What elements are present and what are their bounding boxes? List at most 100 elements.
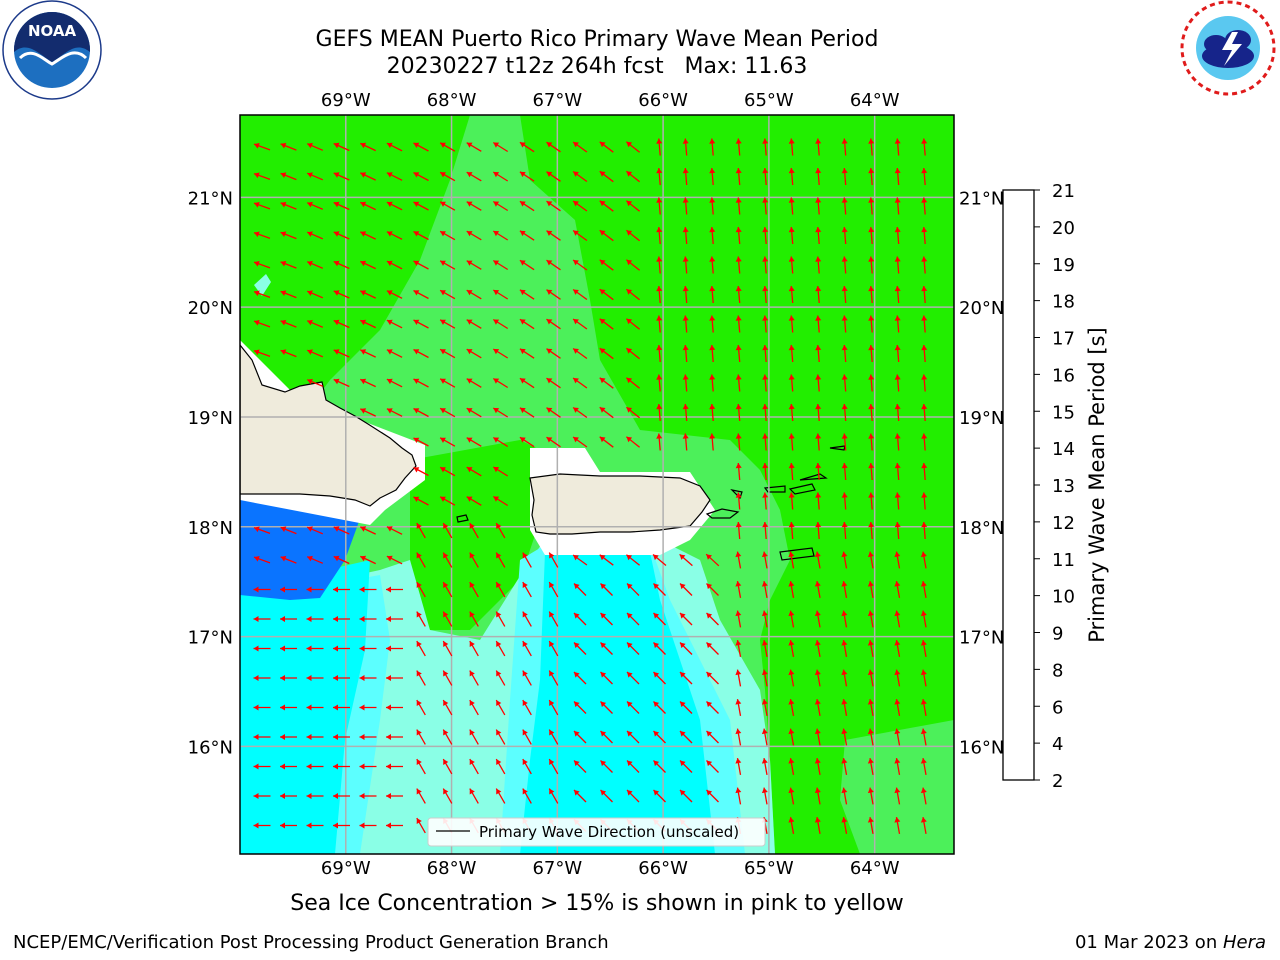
wave-arrow-head-301 (333, 526, 340, 532)
wave-arrow-head-13 (599, 141, 606, 148)
wave-arrow-head-99 (815, 227, 822, 233)
wave-arrow-head-488 (680, 731, 686, 737)
wave-arrow-head-469 (867, 699, 874, 705)
footer-date: 01 Mar 2023 on (1074, 932, 1223, 953)
wave-arrow-head-423 (333, 675, 338, 681)
wave-arrow-head-358 (680, 583, 686, 590)
colorbar-tick-label-7: 12 (1052, 513, 1075, 534)
lat-label-left-1: 17°N (188, 628, 233, 649)
wave-arrow-head-434 (627, 672, 633, 678)
wave-arrow-head-441 (814, 669, 821, 676)
wave-arrow-head-482 (522, 729, 528, 736)
wave-arrow-head-202 (788, 345, 795, 351)
wave-arrow-head-430 (522, 670, 528, 677)
wave-arrow-head-392 (894, 610, 901, 617)
wave-arrow-head-166 (519, 319, 526, 325)
wave-arrow-head-69 (709, 197, 716, 203)
wave-arrow-head-38 (573, 171, 579, 177)
wave-arrow-head-220 (626, 377, 633, 384)
lon-label-bottom-5: 64°W (850, 858, 900, 879)
wave-arrow-head-139 (493, 290, 500, 296)
wave-arrow-head-274 (413, 467, 420, 473)
wave-arrow-head-55 (333, 201, 340, 208)
wave-arrow-head-259 (546, 437, 553, 443)
wave-arrow-head-382 (627, 613, 633, 619)
wave-arrow-head-497 (920, 728, 927, 735)
wave-arrow-head-158 (307, 319, 313, 326)
wave-arrow-head-491 (761, 728, 768, 735)
nws-logo-icon (1180, 0, 1276, 96)
wave-arrow-head-204 (841, 345, 848, 351)
wave-arrow-head-53 (280, 201, 287, 208)
wave-arrow-head-196 (626, 348, 633, 354)
wave-arrow-head-32 (413, 172, 420, 178)
wave-arrow-head-296 (894, 492, 901, 498)
wave-arrow-head-454 (469, 700, 475, 706)
footer-date-host: 01 Mar 2023 on Hera (1075, 932, 1266, 953)
wave-arrow-head-440 (788, 669, 795, 676)
wave-arrow-head-442 (841, 669, 848, 676)
wave-arrow-head-30 (360, 172, 367, 178)
wave-arrow-head-526 (306, 793, 312, 799)
wave-arrow-head-224 (735, 374, 742, 380)
wave-arrow-head-217 (546, 378, 553, 384)
wave-arrow-head-162 (413, 319, 420, 325)
wave-arrow-head-61 (493, 201, 500, 207)
wave-arrow-head-9 (493, 142, 500, 148)
lon-label-top-4: 65°W (744, 90, 794, 111)
wave-arrow-head-530 (416, 788, 422, 795)
wave-arrow-head-212 (413, 378, 420, 384)
wave-arrow-head-3 (333, 142, 340, 149)
wave-arrow-head-499 (280, 763, 285, 770)
wave-arrow-head-173 (709, 315, 716, 321)
wave-arrow-head-445 (920, 669, 927, 676)
wave-arrow-head-20 (788, 138, 795, 144)
wave-arrow-head-93 (656, 227, 663, 233)
wave-arrow-head-388 (788, 610, 795, 617)
wave-arrow-head-260 (573, 437, 579, 443)
wave-arrow-head-68 (682, 197, 689, 203)
wave-arrow-head-290 (735, 492, 742, 498)
wave-arrow-head-153 (868, 286, 875, 292)
wave-arrow-head-242 (626, 407, 633, 413)
colorbar-frame (1002, 189, 1035, 781)
wave-arrow-head-170 (626, 318, 633, 325)
wave-arrow-head-7 (440, 142, 446, 148)
wave-arrow-head-190 (466, 349, 473, 355)
wave-arrow-head-298 (254, 526, 260, 533)
wave-arrow-head-263 (656, 433, 663, 439)
wave-arrow-head-159 (333, 319, 340, 326)
wave-arrow-head-120 (682, 256, 689, 262)
colorbar-tick-label-1: 4 (1052, 734, 1063, 755)
wave-arrow-head-252 (894, 404, 901, 410)
wave-arrow-head-425 (386, 675, 391, 681)
wave-arrow-head-511 (600, 760, 607, 767)
wave-arrow-head-288 (466, 496, 473, 502)
wave-arrow-head-122 (735, 256, 742, 262)
wave-arrow-head-309 (762, 522, 769, 528)
period-band-6-8-central (520, 552, 715, 854)
wave-arrow-head-531 (443, 788, 449, 795)
wave-arrow-head-169 (599, 318, 606, 325)
wave-arrow-head-481 (496, 729, 502, 736)
wave-arrow-head-465 (761, 699, 768, 705)
wave-arrow-head-456 (522, 700, 528, 706)
lon-label-top-3: 66°W (638, 90, 688, 111)
wave-arrow-head-306 (469, 523, 475, 529)
wave-arrow-head-262 (626, 436, 633, 443)
wave-arrow-head-516 (735, 758, 742, 764)
wave-arrow-head-195 (599, 348, 606, 354)
wave-arrow-head-11 (546, 142, 553, 148)
wave-arrow-head-249 (815, 404, 822, 410)
wave-arrow-head-572 (841, 817, 848, 823)
wave-arrow-head-355 (600, 583, 607, 590)
wave-arrow-head-470 (894, 699, 901, 705)
colorbar-tick-label-4: 9 (1052, 624, 1063, 645)
wave-arrow-head-168 (573, 319, 579, 325)
wave-arrow-head-172 (682, 315, 689, 321)
wave-arrow-head-515 (706, 760, 713, 767)
wave-arrow-head-118 (626, 259, 633, 266)
island-culebra (730, 489, 743, 500)
wave-arrow-head-338 (841, 551, 848, 558)
land-hispaniola (240, 344, 417, 507)
